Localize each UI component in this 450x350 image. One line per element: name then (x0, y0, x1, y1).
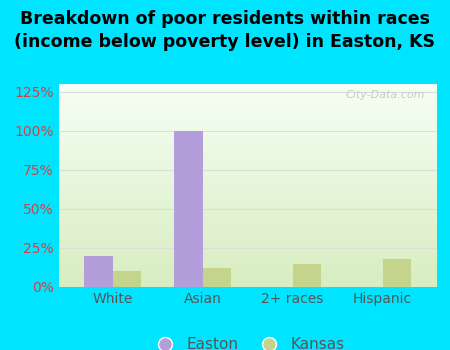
Bar (382, 259, 411, 287)
Text: Breakdown of poor residents within races
(income below poverty level) in Easton,: Breakdown of poor residents within races… (14, 10, 436, 51)
Bar (202, 268, 231, 287)
Bar (84, 256, 112, 287)
Bar (112, 271, 141, 287)
Bar (174, 131, 203, 287)
Legend: Easton, Kansas: Easton, Kansas (144, 331, 351, 350)
Bar (292, 264, 321, 287)
Text: City-Data.com: City-Data.com (346, 90, 425, 100)
